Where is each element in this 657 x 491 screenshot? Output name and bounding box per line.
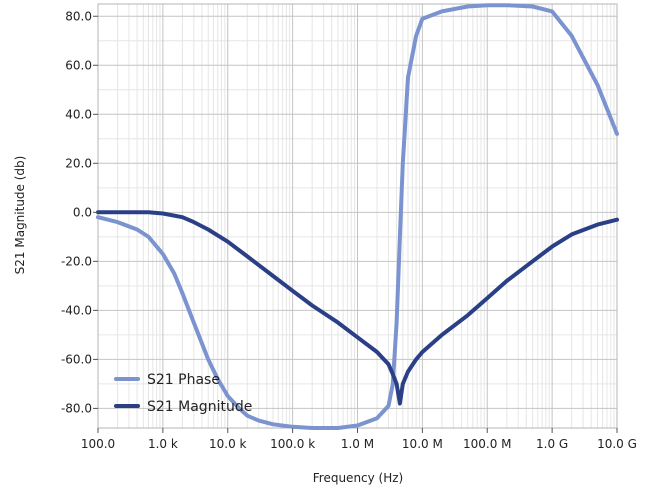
x-axis-title: Frequency (Hz): [313, 471, 404, 485]
y-tick-label: 60.0: [65, 58, 92, 72]
y-tick-label: 0.0: [73, 205, 92, 219]
y-tick-label: 40.0: [65, 107, 92, 121]
y-tick-label: -60.0: [61, 352, 92, 366]
x-tick-label: 1.0 k: [148, 437, 178, 451]
legend-label: S21 Magnitude: [147, 399, 252, 415]
y-tick-label: -40.0: [61, 303, 92, 317]
y-axis-ticks: 80.0 60.0 40.0 20.0 0.0 -20.0 -40.0 -60.0 -80.0: [61, 9, 98, 415]
x-tick-label: 10.0 k: [209, 437, 247, 451]
x-tick-label: 100.0 k: [270, 437, 315, 451]
series-line-phase: [96, 3, 619, 430]
series-line-magnitude: [96, 210, 619, 406]
y-tick-label: -20.0: [61, 254, 92, 268]
x-axis-ticks: 100.0 1.0 k 10.0 k 100.0 k 1.0 M 10.0 M 100.0 …: [81, 428, 637, 451]
y-tick-label: 80.0: [65, 9, 92, 23]
x-tick-label: 100.0 M: [463, 437, 512, 451]
legend-label: S21 Phase: [147, 372, 220, 388]
series-group: [96, 3, 619, 430]
legend: S21 Phase S21 Magnitude: [114, 372, 252, 415]
x-tick-label: 1.0 G: [536, 437, 568, 451]
x-tick-label: 1.0 M: [341, 437, 374, 451]
x-tick-label: 10.0 M: [402, 437, 443, 451]
x-tick-label: 10.0 G: [597, 437, 637, 451]
y-tick-label: -80.0: [61, 401, 92, 415]
y-tick-label: 20.0: [65, 156, 92, 170]
y-axis-title: S21 Magnitude (db): [13, 156, 27, 275]
x-tick-label: 100.0: [81, 437, 115, 451]
